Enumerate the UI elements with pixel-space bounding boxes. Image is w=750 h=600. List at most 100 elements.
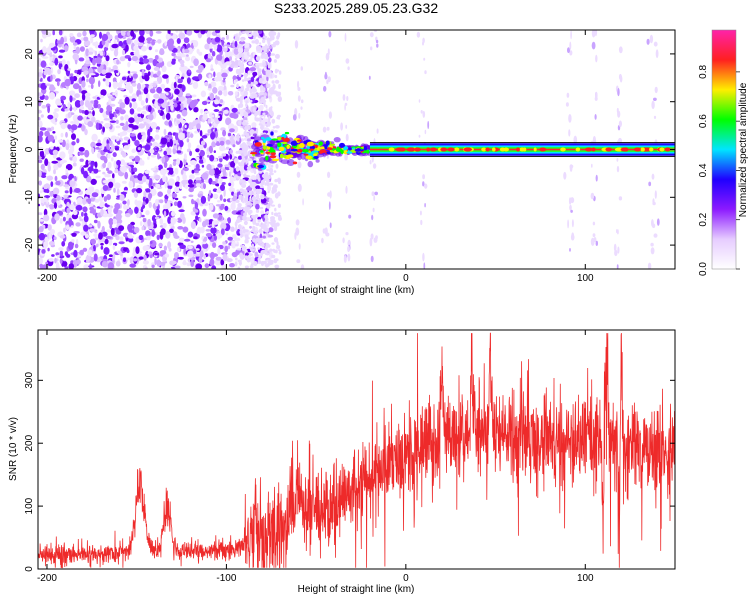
noise-speckle [238,149,242,155]
line-hotspot [440,147,448,152]
noise-speckle [183,247,187,255]
streak-speckle [653,233,658,238]
noise-speckle [112,152,117,158]
noise-speckle [156,76,163,84]
noise-speckle [274,53,280,59]
noise-speckle [256,64,260,70]
noise-speckle [232,144,236,148]
noise-speckle [97,103,101,109]
noise-speckle [43,243,47,251]
noise-speckle [191,169,195,174]
noise-speckle [59,250,64,257]
noise-speckle [173,102,178,108]
y-tick-label: -10 [24,190,35,205]
noise-speckle [210,227,217,234]
noise-speckle [274,130,278,133]
noise-speckle [38,231,41,235]
noise-speckle [223,89,228,97]
noise-speckle [72,83,80,90]
streak-speckle [650,242,654,247]
streak-speckle [569,41,572,50]
noise-speckle [259,116,262,123]
noise-speckle [164,253,170,258]
noise-speckle [235,257,238,261]
noise-speckle [74,243,79,249]
noise-speckle [69,33,74,37]
noise-speckle [127,61,131,68]
streak-speckle [563,171,567,180]
noise-speckle [261,249,266,255]
signal-blob [253,136,262,141]
noise-speckle [52,149,59,156]
noise-speckle [277,96,282,102]
noise-speckle [38,265,41,269]
noise-speckle [246,138,252,142]
noise-speckle [132,101,138,110]
noise-speckle [182,216,186,224]
noise-speckle [85,60,91,65]
noise-speckle [69,186,73,195]
noise-speckle [148,192,153,199]
signal-blob [330,150,334,153]
noise-speckle [234,65,239,68]
noise-speckle [278,250,282,255]
noise-speckle [229,263,235,268]
noise-speckle [200,108,204,114]
noise-speckle [106,105,113,112]
noise-speckle [61,241,66,247]
noise-speckle [270,53,276,56]
streak-speckle [656,218,660,226]
noise-speckle [174,167,179,175]
noise-speckle [258,123,263,126]
signal-blob [277,142,282,148]
noise-speckle [141,175,147,183]
noise-speckle [194,170,199,174]
streak-speckle [422,110,426,118]
streak-speckle [427,120,430,130]
noise-speckle [277,212,281,215]
noise-speckle [261,242,264,248]
noise-speckle [143,190,147,198]
noise-speckle [122,142,129,146]
noise-speckle [238,194,242,200]
noise-speckle [184,124,187,129]
noise-speckle [160,83,166,89]
noise-speckle [43,208,48,217]
spectrogram-y-label: Frequency (Hz) [8,115,19,184]
signal-blob [315,159,320,163]
noise-speckle [235,166,240,172]
noise-speckle [274,74,278,79]
noise-speckle [58,205,62,209]
streak-speckle [618,120,623,128]
noise-speckle [265,108,269,112]
noise-speckle [266,168,270,171]
noise-speckle [133,30,139,33]
noise-speckle [71,239,75,243]
noise-speckle [105,72,113,77]
noise-speckle [154,99,158,108]
signal-blob [326,147,333,151]
streak-speckle [616,158,619,162]
noise-speckle [238,155,242,160]
noise-speckle [227,236,233,241]
streak-speckle [328,201,331,210]
noise-speckle [174,187,178,192]
noise-speckle [183,103,187,108]
noise-speckle [59,217,63,224]
noise-speckle [39,127,47,131]
noise-speckle [195,156,200,160]
snr-axes: -200 -100 0 100 0 100 200 300 [24,330,675,584]
streak-speckle [422,174,425,180]
streak-speckle [651,173,655,180]
noise-speckle [48,233,52,240]
noise-speckle [230,161,236,168]
noise-speckle [96,243,99,248]
noise-speckle [134,199,138,206]
noise-speckle [174,88,180,95]
noise-speckle [87,249,93,257]
noise-speckle [72,42,78,46]
streak-speckle [594,96,598,101]
streak-speckle [323,85,327,92]
noise-speckle [87,113,93,118]
noise-speckle [38,109,42,114]
